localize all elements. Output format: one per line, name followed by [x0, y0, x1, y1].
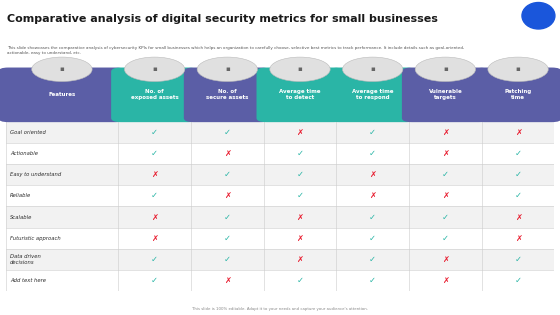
Text: ▪: ▪ — [225, 66, 230, 72]
Text: ✓: ✓ — [296, 170, 304, 179]
Text: ✓: ✓ — [151, 255, 158, 264]
Circle shape — [270, 57, 330, 82]
Circle shape — [343, 57, 403, 82]
Text: Data driven
decisions: Data driven decisions — [10, 254, 41, 265]
Text: ✓: ✓ — [442, 234, 449, 243]
Text: ✗: ✗ — [296, 234, 304, 243]
Text: ✓: ✓ — [515, 255, 521, 264]
Text: This slide showcases the comparative analysis of cybersecurity KPIs for small bu: This slide showcases the comparative ana… — [7, 46, 464, 55]
Text: ▪: ▪ — [297, 66, 302, 72]
FancyBboxPatch shape — [184, 67, 271, 122]
Text: Average time
to respond: Average time to respond — [352, 89, 394, 100]
Text: ✓: ✓ — [224, 234, 231, 243]
Text: ✓: ✓ — [369, 128, 376, 137]
Text: ✓: ✓ — [515, 170, 521, 179]
Text: ✗: ✗ — [296, 213, 304, 221]
FancyBboxPatch shape — [329, 67, 416, 122]
Text: ✓: ✓ — [224, 170, 231, 179]
Bar — [6, 143, 554, 164]
Text: ✓: ✓ — [151, 149, 158, 158]
Text: Reliable: Reliable — [10, 193, 31, 198]
Text: ✗: ✗ — [224, 276, 231, 285]
Text: ✓: ✓ — [151, 191, 158, 200]
Text: ✗: ✗ — [515, 128, 521, 137]
Text: ✗: ✗ — [369, 170, 376, 179]
Text: ✗: ✗ — [442, 149, 449, 158]
Text: ✓: ✓ — [224, 128, 231, 137]
Text: ✓: ✓ — [369, 234, 376, 243]
Text: Goal oriented: Goal oriented — [10, 129, 46, 135]
Text: ✓: ✓ — [369, 255, 376, 264]
Text: ✓: ✓ — [224, 255, 231, 264]
Text: ✓: ✓ — [442, 170, 449, 179]
Text: ✗: ✗ — [151, 213, 158, 221]
FancyBboxPatch shape — [111, 67, 198, 122]
Text: ▪: ▪ — [370, 66, 375, 72]
Circle shape — [197, 57, 258, 82]
Circle shape — [522, 3, 555, 29]
Text: Patching
time: Patching time — [505, 89, 531, 100]
Text: Comparative analysis of digital security metrics for small businesses: Comparative analysis of digital security… — [7, 14, 437, 24]
Text: ✓: ✓ — [151, 128, 158, 137]
Text: ✗: ✗ — [442, 191, 449, 200]
Bar — [6, 228, 554, 249]
Text: ✓: ✓ — [442, 213, 449, 221]
Text: ✓: ✓ — [515, 149, 521, 158]
Text: ✗: ✗ — [151, 234, 158, 243]
Bar — [6, 206, 554, 228]
Text: ✓: ✓ — [296, 149, 304, 158]
Bar — [6, 122, 554, 143]
Text: Easy to understand: Easy to understand — [10, 172, 61, 177]
Text: Actionable: Actionable — [10, 151, 38, 156]
Bar — [6, 249, 554, 270]
Text: Futuristic approach: Futuristic approach — [10, 236, 60, 241]
Text: ✗: ✗ — [515, 234, 521, 243]
Text: ✓: ✓ — [296, 276, 304, 285]
Text: ✗: ✗ — [224, 191, 231, 200]
Text: ✓: ✓ — [296, 191, 304, 200]
Text: Scalable: Scalable — [10, 215, 32, 220]
Text: ✗: ✗ — [442, 128, 449, 137]
Text: Features: Features — [48, 92, 76, 97]
Text: ✓: ✓ — [515, 191, 521, 200]
Bar — [6, 270, 554, 291]
Text: ✗: ✗ — [442, 276, 449, 285]
Text: ▪: ▪ — [152, 66, 157, 72]
Text: No. of
exposed assets: No. of exposed assets — [130, 89, 179, 100]
Text: No. of
secure assets: No. of secure assets — [206, 89, 249, 100]
Text: ✗: ✗ — [296, 128, 304, 137]
Text: ✗: ✗ — [515, 213, 521, 221]
FancyBboxPatch shape — [402, 67, 489, 122]
Text: ✗: ✗ — [369, 191, 376, 200]
Text: ✓: ✓ — [515, 276, 521, 285]
FancyBboxPatch shape — [256, 67, 343, 122]
FancyBboxPatch shape — [474, 67, 560, 122]
Text: This slide is 100% editable. Adapt it to your needs and capture your audience's : This slide is 100% editable. Adapt it to… — [192, 307, 368, 311]
Text: ✗: ✗ — [151, 170, 158, 179]
FancyBboxPatch shape — [0, 67, 125, 122]
Text: ✓: ✓ — [369, 149, 376, 158]
Text: ✓: ✓ — [369, 213, 376, 221]
Text: Average time
to detect: Average time to detect — [279, 89, 321, 100]
Text: ✗: ✗ — [296, 255, 304, 264]
Text: ▪: ▪ — [516, 66, 520, 72]
Bar — [6, 185, 554, 206]
Text: ✓: ✓ — [224, 213, 231, 221]
Text: ▪: ▪ — [443, 66, 448, 72]
Text: ✗: ✗ — [442, 255, 449, 264]
Bar — [6, 164, 554, 185]
Circle shape — [415, 57, 475, 82]
Circle shape — [488, 57, 548, 82]
Text: ✗: ✗ — [224, 149, 231, 158]
Text: Vulnerable
targets: Vulnerable targets — [428, 89, 462, 100]
Circle shape — [32, 57, 92, 82]
Circle shape — [124, 57, 185, 82]
Text: ✓: ✓ — [151, 276, 158, 285]
Text: ✓: ✓ — [369, 276, 376, 285]
Text: ▪: ▪ — [59, 66, 64, 72]
Text: Add text here: Add text here — [10, 278, 46, 283]
